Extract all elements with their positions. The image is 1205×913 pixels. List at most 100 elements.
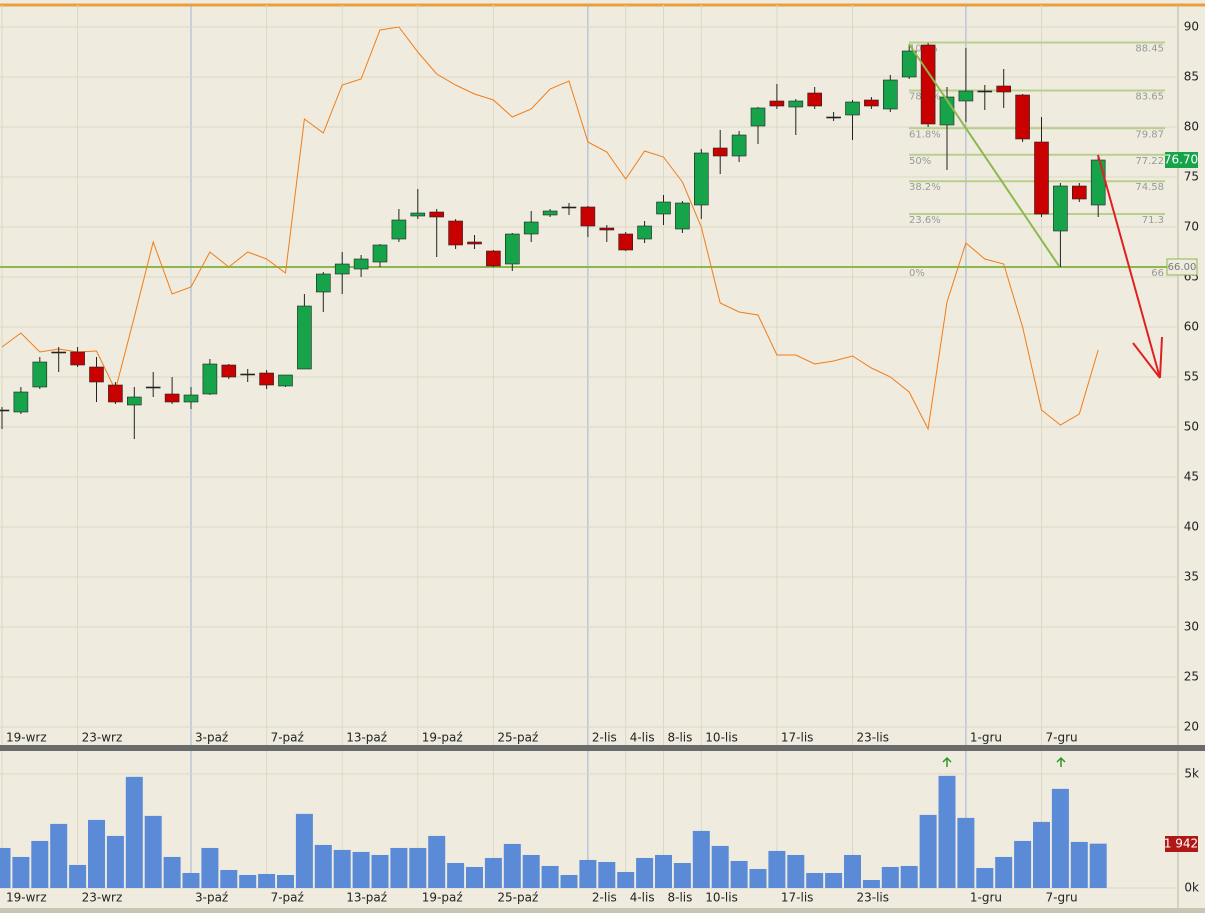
candle-body [656, 201, 671, 215]
candle-body [334, 263, 350, 275]
volume-bar [314, 844, 332, 888]
volume-bar [825, 872, 843, 888]
x-tick-label: 7-gru [1046, 891, 1078, 905]
volume-bar [900, 865, 918, 888]
candle-body [769, 100, 785, 107]
y-tick-label: 40 [1184, 520, 1199, 534]
candle-body [353, 258, 369, 270]
y-tick-label: 45 [1184, 470, 1199, 484]
volume-bar [31, 840, 49, 888]
x-tick-label: 25-paź [497, 731, 538, 745]
volume-bar [522, 854, 540, 888]
volume-bar [333, 849, 351, 888]
x-tick-label: 17-lis [781, 731, 814, 745]
volume-bar [503, 843, 521, 888]
volume-bar [617, 871, 635, 888]
candle-body [599, 227, 615, 231]
fib-value-label: 71.3 [1142, 215, 1164, 226]
x-tick-label: 3-paź [195, 891, 228, 905]
volume-bar [995, 856, 1013, 888]
candle-body [901, 50, 917, 78]
candle-body [637, 225, 652, 240]
x-tick-label: 4-lis [630, 731, 655, 745]
fib-ratio-label: 61.8% [909, 129, 941, 140]
x-tick-label: 4-lis [630, 891, 655, 905]
volume-bar [749, 868, 767, 888]
y-tick-label: 5k [1184, 766, 1199, 780]
volume-bar [277, 874, 294, 888]
fib-value-label: 83.65 [1135, 92, 1164, 103]
y-tick-label: 90 [1184, 20, 1199, 34]
candle-body [1090, 159, 1106, 206]
volume-bar [655, 854, 672, 888]
x-tick-label: 7-paź [271, 731, 304, 745]
volume-bar [1089, 843, 1107, 888]
candle-body [486, 250, 501, 267]
fib-ratio-label: 23.6% [909, 215, 941, 226]
volume-bar [844, 854, 861, 888]
candle-body [32, 361, 48, 388]
y-tick-label: 20 [1184, 720, 1199, 734]
x-tick-label: 10-lis [705, 891, 738, 905]
volume-bar [768, 850, 786, 888]
volume-bar [69, 864, 87, 888]
candle-body [826, 116, 841, 119]
x-tick-label: 19-paź [422, 891, 463, 905]
forecast-arrow [1097, 154, 1163, 379]
candle-body [108, 384, 123, 403]
candle-body [70, 351, 85, 366]
volume-bar [163, 856, 181, 888]
indicator-line [1, 26, 1099, 431]
fib-ratio-label: 50% [909, 156, 931, 167]
y-tick-label: 55 [1184, 370, 1199, 384]
candle-body [920, 44, 936, 125]
y-tick-label: 60 [1184, 320, 1199, 334]
candle-body [297, 305, 312, 370]
volume-bar [730, 860, 748, 888]
volume-bar [106, 835, 124, 888]
volume-bar [806, 872, 824, 888]
fib-value-label: 88.45 [1135, 44, 1164, 55]
y-tick-label: 70 [1184, 220, 1199, 234]
x-tick-label: 19-wrz [6, 731, 47, 745]
signal-arrows [942, 756, 1066, 767]
volume-bar [976, 867, 994, 888]
volume-bar [484, 857, 502, 888]
x-tick-label: 1-gru [970, 891, 1002, 905]
volume-bar [579, 859, 597, 888]
candle-body [580, 206, 596, 227]
y-tick-label: 50 [1184, 420, 1199, 434]
volume-bar [409, 847, 427, 888]
support-tag [1166, 258, 1198, 276]
candle-body [1015, 94, 1030, 140]
x-tick-label: 23-lis [857, 891, 890, 905]
candle-body [1034, 141, 1049, 215]
candle-body [429, 211, 445, 218]
volume-bar [541, 865, 559, 888]
candle-body [0, 409, 10, 412]
candle-body [410, 212, 426, 217]
x-tick-label: 3-paź [195, 731, 228, 745]
y-tick-label: 75 [1184, 170, 1199, 184]
volume-bar [673, 862, 691, 888]
candle-body [89, 366, 104, 383]
candle-body [221, 364, 237, 378]
fib-ratio-label: 38.2% [909, 182, 941, 193]
volume-bar [239, 874, 257, 888]
x-tick-label: 19-wrz [6, 891, 47, 905]
candle-body [882, 79, 898, 110]
candle-body [372, 244, 388, 263]
volume-bar [560, 874, 578, 888]
candle-body [127, 396, 142, 406]
volume-bar [371, 854, 389, 888]
volume-bar [258, 873, 276, 888]
x-tick-label: 13-paź [346, 731, 387, 745]
panel-separator [0, 745, 1205, 751]
volume-bar [390, 847, 408, 888]
x-tick-label: 2-lis [592, 731, 617, 745]
volume-bar [88, 819, 105, 888]
fib-value-label: 74.58 [1135, 182, 1164, 193]
candle-body [183, 394, 199, 403]
volume-bar [881, 866, 899, 888]
x-tick-label: 23-wrz [82, 891, 123, 905]
